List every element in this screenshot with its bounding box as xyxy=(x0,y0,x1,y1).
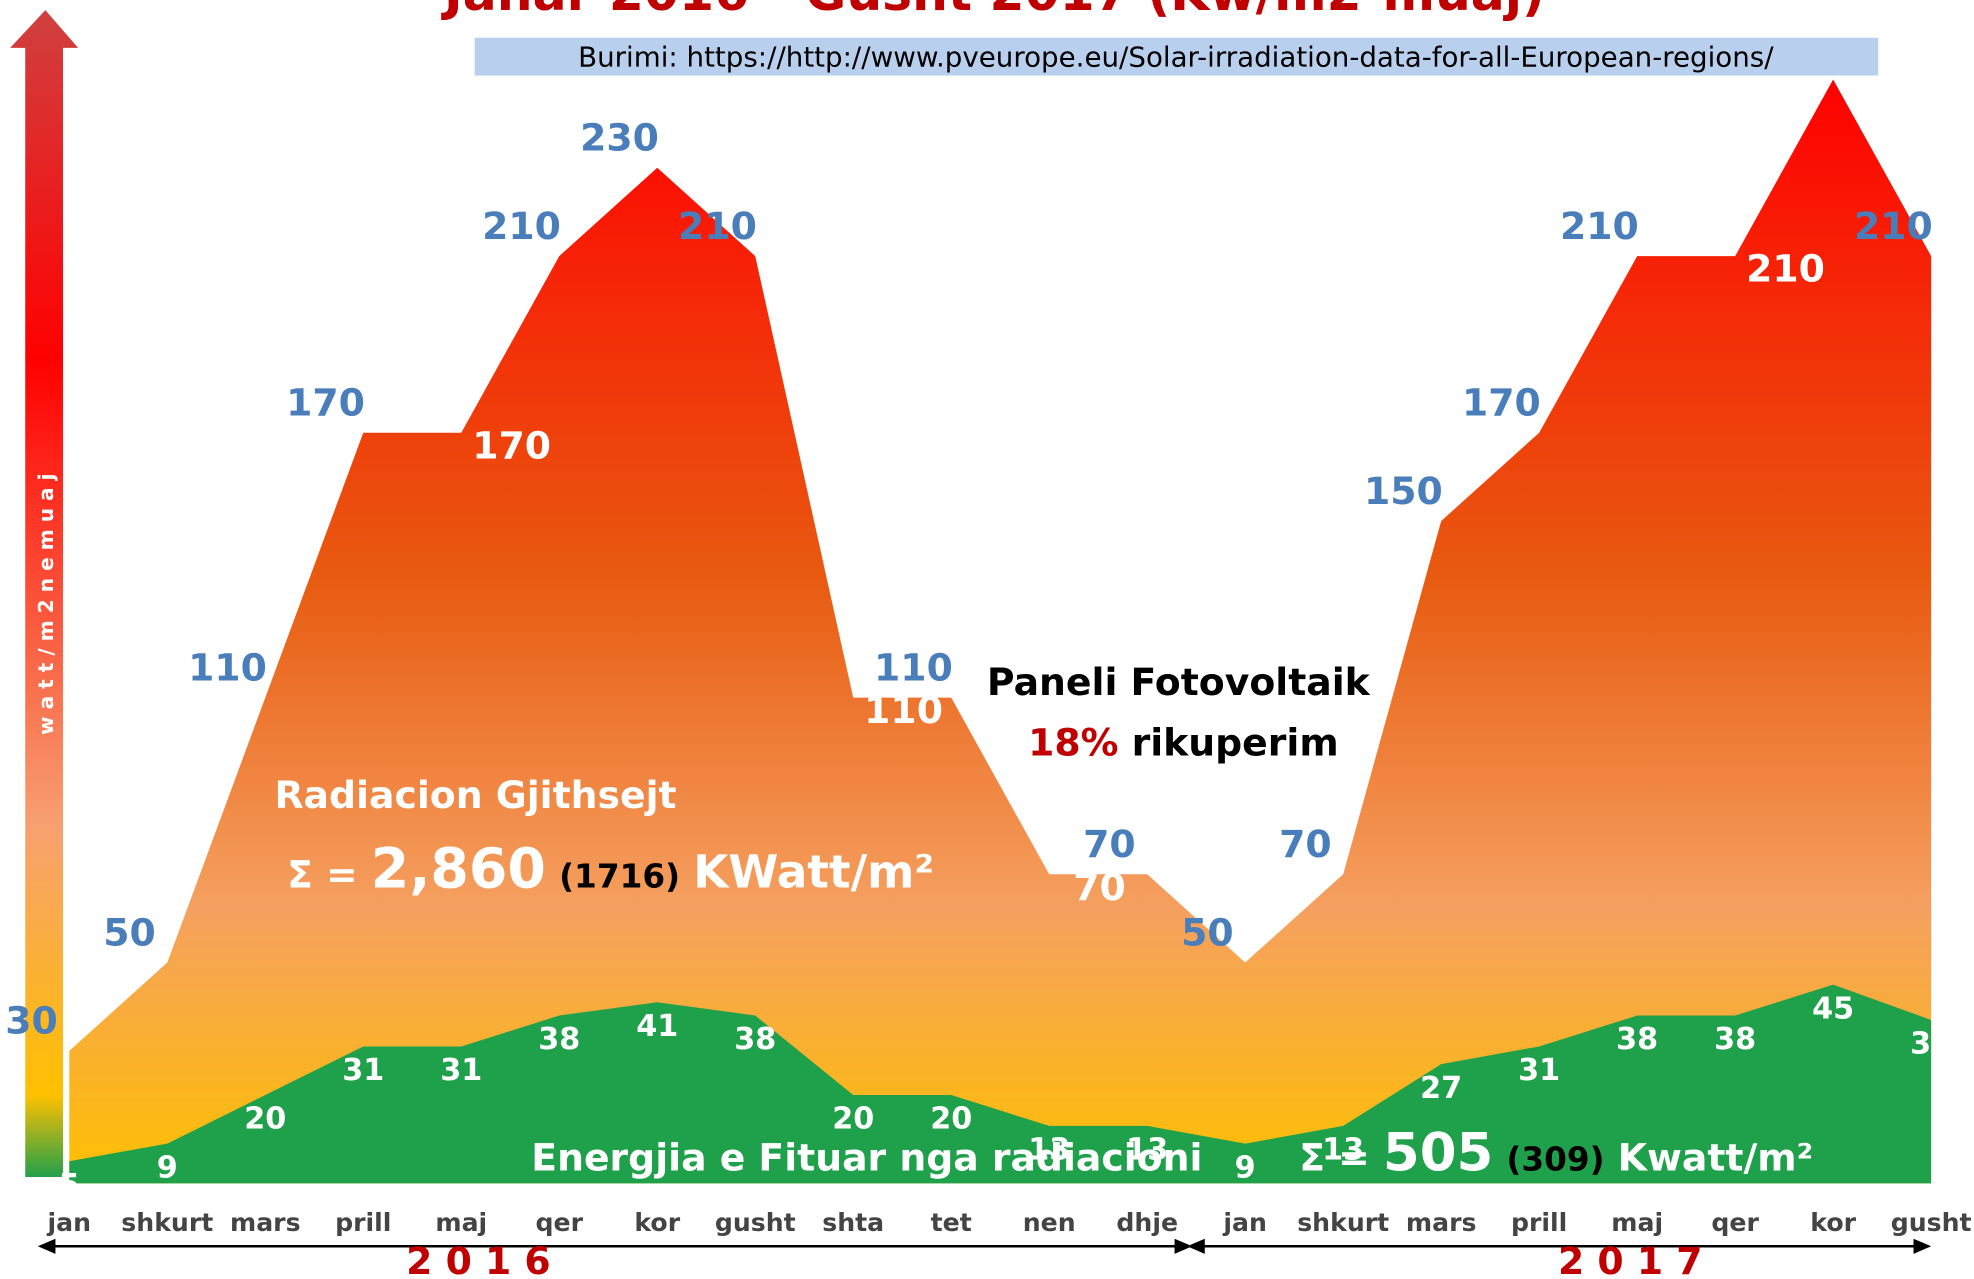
data-label: 50 xyxy=(1181,910,1234,954)
x-tick-label: dhje xyxy=(1116,1208,1178,1237)
data-label: 9 xyxy=(157,1150,178,1185)
data-label: 38 xyxy=(538,1022,580,1057)
x-tick-label: tet xyxy=(931,1208,972,1237)
data-label: 30 xyxy=(5,999,58,1043)
data-label: 230 xyxy=(580,116,659,160)
energy-sum: Σ = 505 (309) Kwatt/m² xyxy=(1299,1123,1813,1184)
data-label: 31 xyxy=(342,1053,384,1088)
panel-pct: 18% xyxy=(1028,720,1118,764)
panel: Paneli Fotovoltaik xyxy=(987,660,1371,704)
x-tick-label: prill xyxy=(335,1208,391,1237)
data-label: 170 xyxy=(472,423,551,467)
x-tick-label: gusht xyxy=(715,1208,796,1237)
x-tick-label: nen xyxy=(1023,1208,1076,1237)
sum-sign: Σ = xyxy=(287,852,358,896)
data-label: 70 xyxy=(1083,822,1136,866)
data-label: 41 xyxy=(636,1009,678,1044)
sum-sign: Σ = xyxy=(1299,1136,1370,1180)
data-label: 50 xyxy=(103,910,156,954)
x-tick-label: shkurt xyxy=(1297,1208,1389,1237)
data-label: 210 xyxy=(1560,204,1639,248)
data-label: 37 xyxy=(1910,1027,1952,1062)
data-label: 110 xyxy=(874,645,953,689)
energy-total-pv: (309) xyxy=(1506,1141,1604,1179)
data-label: 210 xyxy=(678,204,757,248)
data-label: 170 xyxy=(1462,381,1541,425)
energy-unit: Kwatt/m² xyxy=(1618,1136,1813,1180)
data-label: 150 xyxy=(1364,469,1443,513)
source-box xyxy=(474,37,1879,76)
x-tick-label: maj xyxy=(435,1208,487,1237)
x-tick-label: qer xyxy=(1711,1208,1759,1237)
data-label: 13 xyxy=(1028,1133,1070,1168)
data-label: 38 xyxy=(1714,1022,1756,1057)
sum: Σ = 2,860 (1716) KWatt/m² xyxy=(287,837,934,901)
data-label: 27 xyxy=(1420,1071,1462,1106)
data-label: 70 xyxy=(1279,822,1332,866)
data-label: 210 xyxy=(482,204,561,248)
data-label: 20 xyxy=(244,1102,286,1137)
data-label: 20 xyxy=(930,1102,972,1137)
data-label: 210 xyxy=(1854,204,1933,248)
y-arrow xyxy=(10,10,79,1178)
x-tick-label: kor xyxy=(1810,1208,1856,1237)
x-tick-label: gusht xyxy=(1891,1208,1972,1237)
total-pv: (1716) xyxy=(559,857,680,895)
x-tick-label: mars xyxy=(230,1208,301,1237)
x-tick-label: kor xyxy=(634,1208,680,1237)
data-label: 20 xyxy=(832,1102,874,1137)
data-label: 210 xyxy=(1746,247,1825,291)
area xyxy=(69,79,1932,1184)
data-label: 45 xyxy=(1812,991,1854,1026)
plot: 3050110170170210230210110110707050701501… xyxy=(5,79,1972,1237)
year-label: 2 0 1 7 xyxy=(1558,1239,1702,1279)
data-label: 13 xyxy=(1126,1133,1168,1168)
data-label: 31 xyxy=(440,1053,482,1088)
energy-total: 505 xyxy=(1383,1123,1493,1184)
area xyxy=(69,984,1932,1184)
year-label: 2 0 1 6 xyxy=(406,1239,551,1279)
series-name: Energjia e Fituar nga radiacioni xyxy=(531,1136,1202,1180)
x-tick-label: mars xyxy=(1406,1208,1477,1237)
x-tick-label: qer xyxy=(536,1208,584,1237)
data-label: 110 xyxy=(864,688,943,732)
data-label: 38 xyxy=(1616,1022,1658,1057)
panel-recovery: 18% rikuperim xyxy=(1028,720,1339,764)
data-label: 5 xyxy=(59,1168,80,1203)
x-tick-label: jan xyxy=(47,1208,92,1237)
panel-text: rikuperim xyxy=(1132,720,1339,764)
x-tick-label: jan xyxy=(1222,1208,1267,1237)
x-tick-label: shta xyxy=(822,1208,884,1237)
x-tick-label: prill xyxy=(1511,1208,1567,1237)
x-tick-label: shkurt xyxy=(121,1208,213,1237)
y-axis-label: w a t t / m 2 n e m u a j xyxy=(34,473,58,735)
unit: KWatt/m² xyxy=(693,845,934,898)
data-label: 13 xyxy=(1322,1133,1364,1168)
series-name: Radiacion Gjithsejt xyxy=(274,773,676,817)
x-tick-label: maj xyxy=(1611,1208,1663,1237)
source: Burimi: https://http://www.pveurope.eu/S… xyxy=(578,41,1774,74)
data-label: 9 xyxy=(1235,1150,1256,1185)
data-label: 31 xyxy=(1518,1053,1560,1088)
data-label: 170 xyxy=(286,381,365,425)
data-label: 110 xyxy=(188,645,267,689)
total: 2,860 xyxy=(371,837,546,901)
data-label: 70 xyxy=(1073,865,1126,909)
data-label: 38 xyxy=(734,1022,776,1057)
